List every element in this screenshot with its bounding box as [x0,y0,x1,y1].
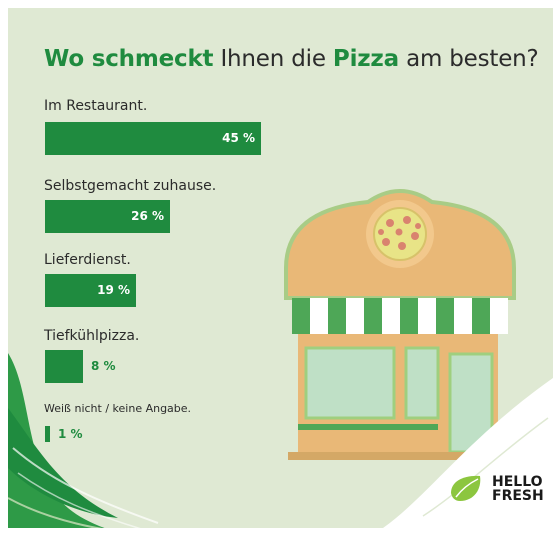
hellofresh-logo: HELLO FRESH [448,473,544,505]
title-text-2: am besten? [398,46,539,72]
category-label: Weiß nicht / keine Angabe. [44,402,192,415]
lime-leaf-icon [451,475,481,501]
value-label: 8 % [91,359,116,373]
bar [45,350,83,383]
bar [45,122,261,155]
title-highlight-2: Pizza [332,46,399,72]
pizzeria-illustration [284,189,516,460]
brand-wordmark: HELLO FRESH [492,475,544,503]
infographic-card: Wo schmeckt Ihnen die Pizza am besten? [8,8,553,528]
brand-line-1: HELLO [492,474,543,490]
value-label: 45 % [222,131,255,145]
title-highlight-1: Wo schmeckt [44,46,214,72]
brush-stroke-decoration [8,353,159,528]
title-text-1: Ihnen die [213,46,333,72]
bar [45,200,170,233]
category-label: Lieferdienst. [44,252,131,268]
chart-title: Wo schmeckt Ihnen die Pizza am besten? [44,46,539,72]
bar [45,274,136,307]
value-label: 1 % [58,427,83,441]
value-label: 19 % [97,283,130,297]
brand-line-2: FRESH [492,488,544,504]
value-label: 26 % [131,209,164,223]
category-label: Tiefkühlpizza. [44,328,140,344]
category-label: Selbstgemacht zuhause. [44,178,217,194]
bar [45,426,50,442]
category-label: Im Restaurant. [44,98,148,114]
corner-decoration [383,378,553,528]
